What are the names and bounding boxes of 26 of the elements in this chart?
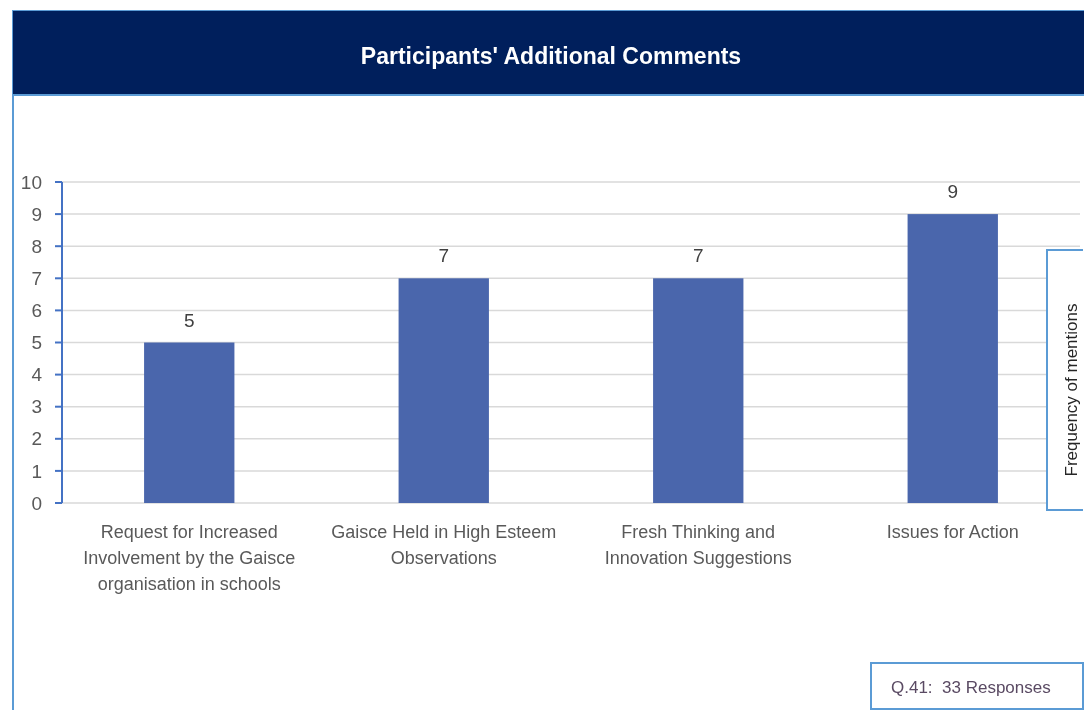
y-tick-label: 2 [31, 428, 42, 450]
bar [144, 342, 235, 503]
y-tick-label: 7 [31, 267, 42, 289]
y-tick-label: 5 [31, 332, 42, 354]
y-tick-label: 3 [31, 396, 42, 418]
data-label: 9 [947, 181, 959, 203]
data-label: 7 [692, 245, 704, 267]
y-tick-label: 10 [20, 171, 42, 193]
x-tick-label: Request for Increased Involvement by the Gaisce organisation in schools [83, 522, 296, 594]
x-tick-label: Gaisce Held in High Esteem Observations [331, 522, 557, 568]
bar [398, 278, 489, 503]
y-tick-label: 9 [31, 203, 42, 225]
y-tick-label: 6 [31, 300, 42, 322]
y-tick-label: 8 [31, 235, 42, 257]
bar [907, 214, 998, 503]
bar [653, 278, 744, 503]
y-tick-label: 0 [31, 492, 42, 514]
text: Q.41: 33 Responses [891, 678, 1051, 697]
y-tick-label: 1 [31, 460, 42, 482]
data-label: 5 [183, 309, 195, 331]
y-axis-title: Frequency of mentions [1062, 303, 1081, 477]
data-label: 7 [438, 245, 450, 267]
chart-title: Participants' Additional Comments [360, 43, 742, 69]
x-tick-label: Issues for Action [886, 522, 1019, 542]
y-tick-label: 4 [31, 364, 43, 386]
x-tick-label: Fresh Thinking and Innovation Suggestions [604, 522, 792, 568]
